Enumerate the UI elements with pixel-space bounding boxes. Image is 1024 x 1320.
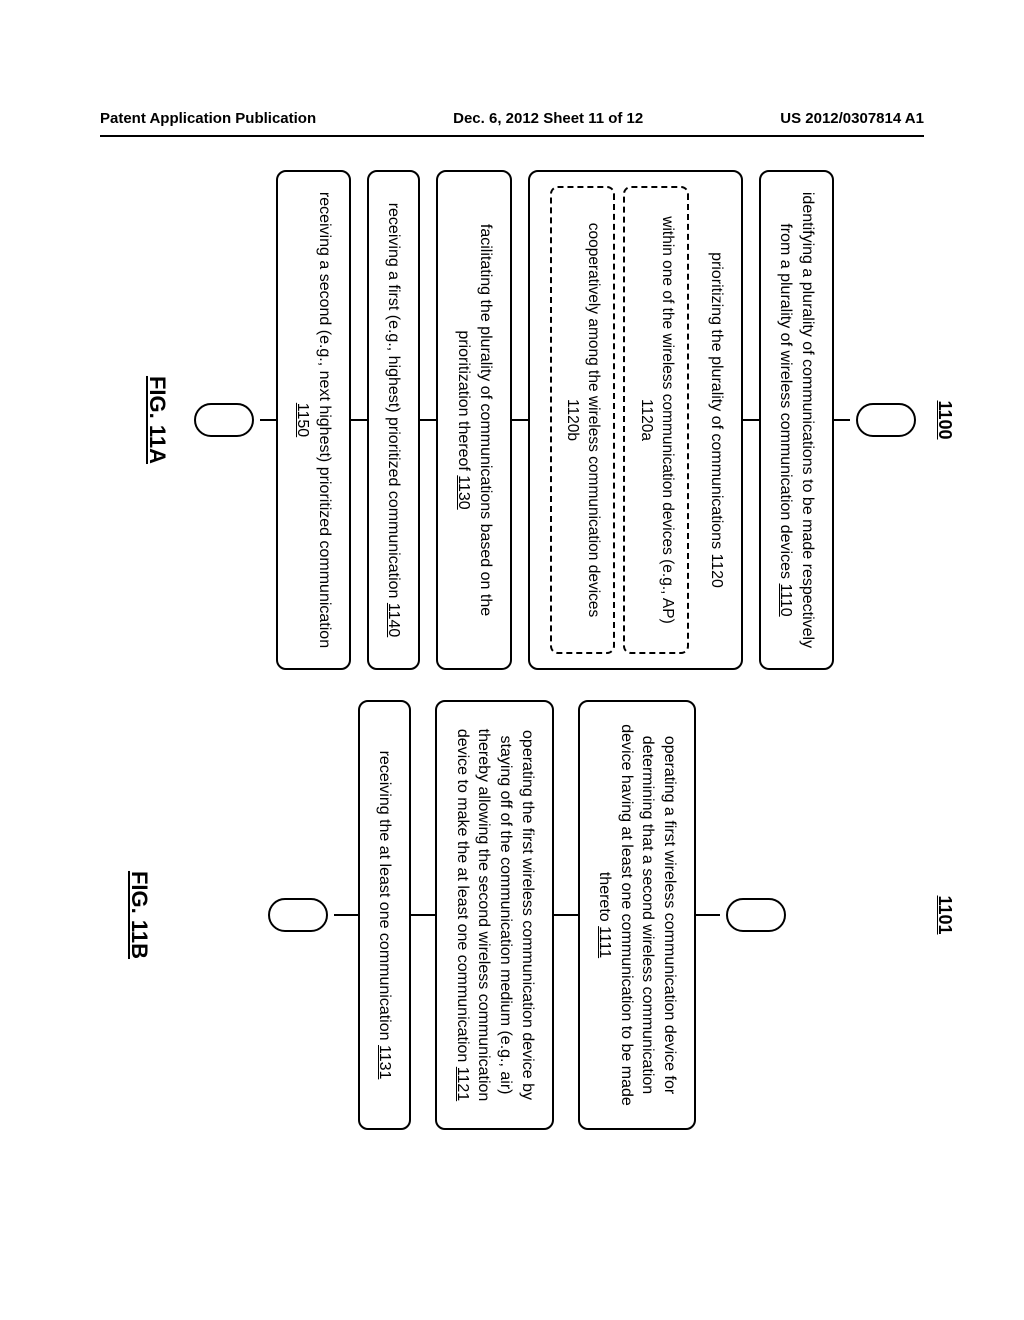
step-text: prioritizing the plurality of communicat… xyxy=(708,252,725,553)
terminator-start-11a xyxy=(856,403,916,437)
terminator-start-11b xyxy=(726,898,786,932)
connector xyxy=(334,914,358,917)
figure-11a: 1100 identifying a plurality of communic… xyxy=(115,170,955,670)
connector xyxy=(351,419,367,422)
step-ref: 1140 xyxy=(385,603,402,637)
substep-box-1120b: cooperatively among the wireless communi… xyxy=(550,186,616,654)
figure-label-11b: FIG. 11B xyxy=(126,871,152,959)
substep-ref: 1120a xyxy=(638,399,655,441)
step-ref: 1131 xyxy=(376,1045,393,1079)
step-box-1120: prioritizing the plurality of communicat… xyxy=(528,170,743,670)
connector xyxy=(696,914,720,917)
figure-number-1100: 1100 xyxy=(934,400,955,439)
step-ref: 1130 xyxy=(455,475,472,509)
diagram-rotated-wrap: 1100 identifying a plurality of communic… xyxy=(35,250,1024,1090)
substep-text: cooperatively among the wireless communi… xyxy=(585,223,602,618)
connector xyxy=(260,419,276,422)
header-right: US 2012/0307814 A1 xyxy=(780,110,924,127)
step-box-1121: operating the first wireless communicati… xyxy=(435,700,553,1130)
step-ref: 1150 xyxy=(294,403,311,437)
header-rule xyxy=(100,135,924,137)
connector xyxy=(411,914,435,917)
step-box-1131: receiving the at least one communication… xyxy=(358,700,412,1130)
step-title: prioritizing the plurality of communicat… xyxy=(697,186,731,654)
step-text: facilitating the plurality of communicat… xyxy=(455,224,494,616)
connector xyxy=(834,419,850,422)
connector xyxy=(554,914,578,917)
header-center: Dec. 6, 2012 Sheet 11 of 12 xyxy=(453,110,643,127)
figure-11b: 1101 operating a first wireless communic… xyxy=(115,700,955,1130)
step-box-1140: receiving a first (e.g., highest) priori… xyxy=(367,170,421,670)
substep-box-1120a: within one of the wireless communication… xyxy=(623,186,689,654)
header-left: Patent Application Publication xyxy=(100,110,316,127)
terminator-end-11b xyxy=(268,898,328,932)
diagram-columns: 1100 identifying a plurality of communic… xyxy=(115,170,955,1170)
substep-ref: 1120b xyxy=(564,399,581,441)
step-ref: 1121 xyxy=(454,1067,471,1101)
step-text: receiving a first (e.g., highest) priori… xyxy=(385,203,402,603)
step-ref: 1110 xyxy=(777,583,794,616)
step-box-1150: receiving a second (e.g., next highest) … xyxy=(276,170,351,670)
step-box-1110: identifying a plurality of communication… xyxy=(759,170,834,670)
step-text: operating a first wireless communication… xyxy=(596,724,678,1106)
page-header: Patent Application Publication Dec. 6, 2… xyxy=(100,110,924,127)
figure-number-1101: 1101 xyxy=(934,895,955,934)
step-text: receiving a second (e.g., next highest) … xyxy=(316,192,333,648)
step-text: receiving the at least one communication xyxy=(376,751,393,1045)
terminator-end-11a xyxy=(194,403,254,437)
step-text: operating the first wireless communicati… xyxy=(454,729,536,1102)
step-text: identifying a plurality of communication… xyxy=(777,192,816,648)
figure-label-11a: FIG. 11A xyxy=(144,376,170,464)
step-box-1130: facilitating the plurality of communicat… xyxy=(436,170,511,670)
connector xyxy=(512,419,528,422)
step-ref: 1111 xyxy=(596,926,613,958)
step-box-1111: operating a first wireless communication… xyxy=(578,700,696,1130)
connector xyxy=(743,419,759,422)
substep-text: within one of the wireless communication… xyxy=(659,216,676,624)
connector xyxy=(420,419,436,422)
step-ref: 1120 xyxy=(708,554,725,588)
